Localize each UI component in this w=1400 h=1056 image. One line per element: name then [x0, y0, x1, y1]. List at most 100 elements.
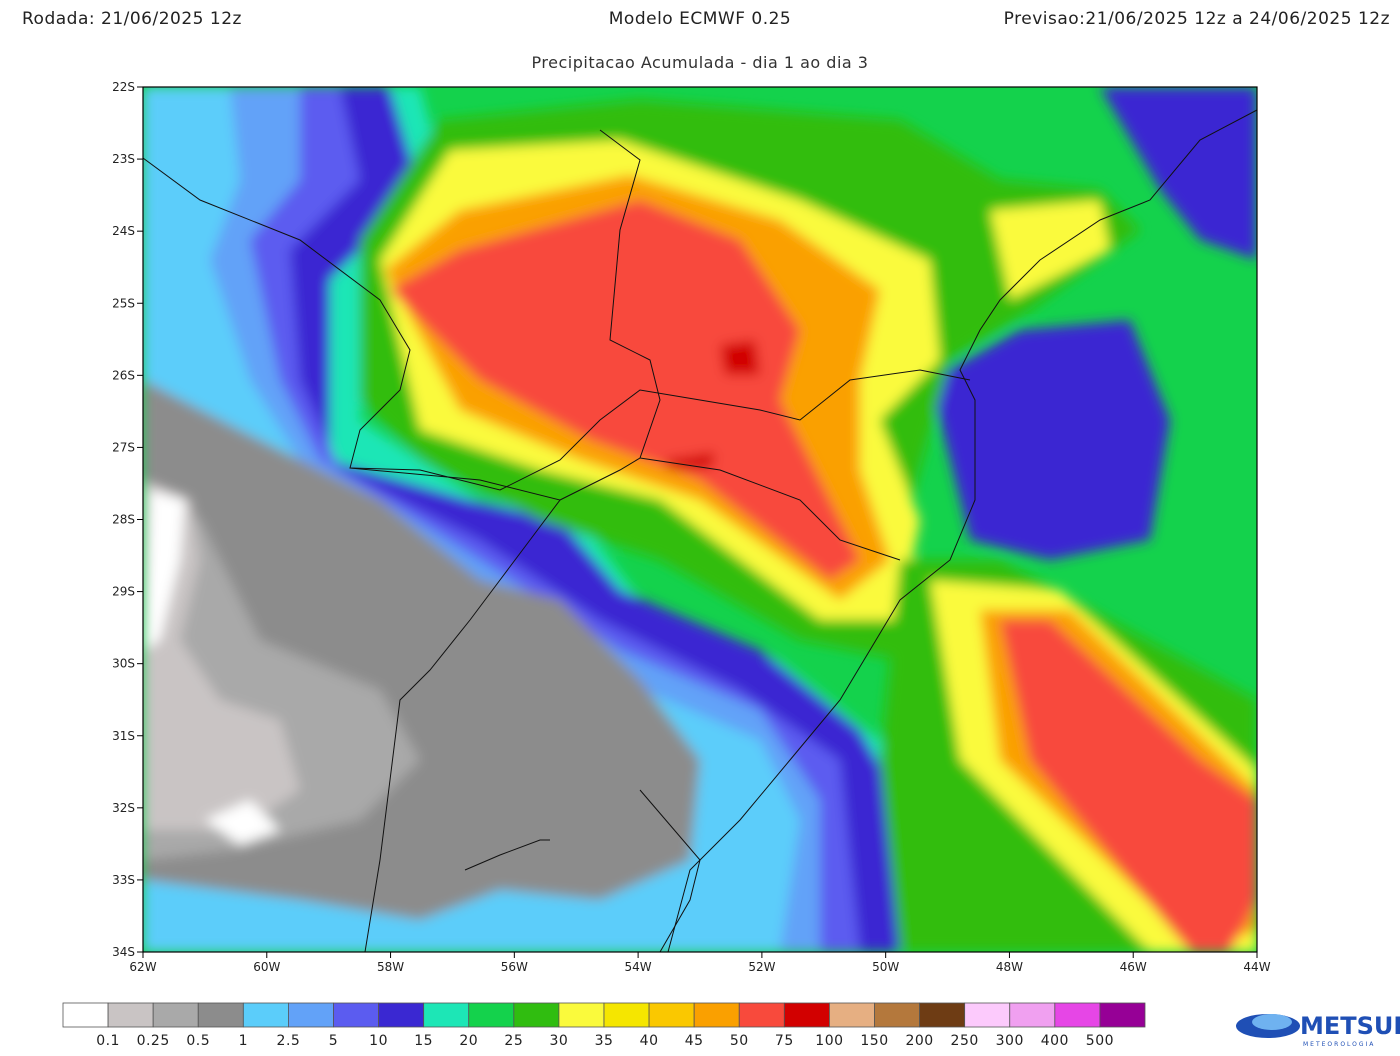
colorbar-swatch — [468, 1002, 515, 1028]
lon-label: 44W — [1243, 960, 1270, 974]
lat-label: 23S — [112, 152, 135, 166]
lat-label: 32S — [112, 801, 135, 815]
lat-label: 33S — [112, 873, 135, 887]
colorbar-swatch — [197, 1002, 244, 1028]
lon-label: 58W — [377, 960, 404, 974]
subtitle: Precipitacao Acumulada - dia 1 ao dia 3 — [532, 53, 869, 72]
lat-label: 28S — [112, 513, 135, 527]
colorbar-label: 50 — [730, 1033, 749, 1049]
colorbar-swatch — [919, 1002, 966, 1028]
border-line — [143, 157, 971, 491]
colorbar-swatch — [829, 1002, 875, 1028]
colorbar-swatch — [874, 1002, 920, 1028]
colorbar-label: 500 — [1086, 1033, 1114, 1049]
colorbar-label: 45 — [685, 1033, 704, 1049]
colorbar-label: 0.25 — [137, 1033, 170, 1049]
lat-label: 22S — [112, 80, 135, 94]
colorbar-label: 200 — [905, 1033, 933, 1049]
colorbar-swatch — [242, 1002, 289, 1028]
colorbar-swatch — [603, 1002, 650, 1028]
field-area — [143, 480, 300, 830]
lat-label: 26S — [112, 368, 135, 382]
border-line — [559, 129, 661, 501]
lat-label: 25S — [112, 296, 135, 310]
field-area — [930, 320, 1170, 560]
lat-label: 34S — [112, 945, 135, 959]
field-area — [990, 200, 1110, 300]
colorbar-swatch — [62, 1002, 109, 1028]
colorbar-swatch — [783, 1002, 830, 1028]
colorbar-swatch — [513, 1002, 560, 1028]
colorbar-swatch — [1054, 1002, 1101, 1028]
colorbar-label: 0.1 — [96, 1033, 120, 1049]
lat-label: 27S — [112, 440, 135, 454]
run-label: Rodada: 21/06/2025 12z — [22, 9, 242, 29]
colorbar-swatch — [558, 1002, 605, 1028]
colorbar-label: 10 — [369, 1033, 388, 1049]
lon-label: 54W — [625, 960, 652, 974]
colorbar-swatch — [107, 1002, 154, 1028]
colorbar-label: 30 — [550, 1033, 569, 1049]
logo-name: METSUL — [1300, 1012, 1400, 1040]
colorbar-label: 5 — [329, 1033, 338, 1049]
borders — [143, 109, 1257, 952]
colorbar-swatch — [1099, 1002, 1146, 1028]
lat-label: 31S — [112, 729, 135, 743]
border-line — [639, 789, 701, 952]
colorbar-swatch — [738, 1002, 785, 1028]
colorbar-label: 1 — [239, 1033, 248, 1049]
precip-field — [143, 87, 1257, 952]
colorbar-label: 20 — [459, 1033, 478, 1049]
field-area — [205, 800, 280, 845]
colorbar-label: 75 — [775, 1033, 794, 1049]
field-area — [1000, 620, 1257, 952]
lon-label: 48W — [996, 960, 1023, 974]
lon-label: 52W — [748, 960, 775, 974]
field-area — [720, 340, 760, 375]
forecast-label: Previsao:21/06/2025 12z a 24/06/2025 12z — [1004, 9, 1390, 29]
lat-label: 24S — [112, 224, 135, 238]
border-line — [464, 839, 550, 871]
colorbar-label: 400 — [1041, 1033, 1069, 1049]
colorbar-swatch — [333, 1002, 379, 1028]
colorbar-swatch — [152, 1002, 199, 1028]
colorbar-swatch — [648, 1002, 695, 1028]
coastline — [667, 109, 1257, 952]
lon-label: 46W — [1120, 960, 1147, 974]
colorbar-swatch — [1009, 1002, 1056, 1028]
colorbar-label: 300 — [996, 1033, 1024, 1049]
logo-tagline: METEOROLOGIA — [1303, 1041, 1375, 1048]
logo-globe-highlight — [1252, 1014, 1292, 1030]
colorbar-swatch — [693, 1002, 740, 1028]
border-line — [639, 457, 901, 561]
colorbar-label: 15 — [414, 1033, 433, 1049]
lon-label: 50W — [872, 960, 899, 974]
field-area — [145, 490, 185, 650]
colorbar-swatch — [423, 1002, 470, 1028]
lat-label: 29S — [112, 585, 135, 599]
colorbar-label: 100 — [815, 1033, 843, 1049]
border-line — [349, 467, 561, 952]
lat-label: 30S — [112, 657, 135, 671]
colorbar-swatch — [288, 1002, 334, 1028]
colorbar-label: 250 — [951, 1033, 979, 1049]
colorbar-label: 35 — [595, 1033, 614, 1049]
colorbar: 0.1 0.25 0.5 1 2.5 5 10 15 20 25 30 35 40 45 50 75 100 15… — [62, 1002, 1146, 1049]
model-label: Modelo ECMWF 0.25 — [609, 9, 791, 29]
field-area — [390, 200, 860, 580]
field-area — [665, 452, 715, 470]
colorbar-label: 25 — [504, 1033, 523, 1049]
colorbar-swatch — [378, 1002, 425, 1028]
ticks: 22S23S24S25S26S27S28S29S30S31S32S33S34S6… — [112, 80, 1271, 974]
colorbar-label: 40 — [640, 1033, 659, 1049]
lon-label: 60W — [253, 960, 280, 974]
lon-label: 62W — [129, 960, 156, 974]
lon-label: 56W — [501, 960, 528, 974]
logo: METSUL METEOROLOGIA — [1236, 1012, 1400, 1048]
field-layers — [143, 87, 1257, 952]
colorbar-swatch — [964, 1002, 1011, 1028]
colorbar-label: 150 — [860, 1033, 888, 1049]
